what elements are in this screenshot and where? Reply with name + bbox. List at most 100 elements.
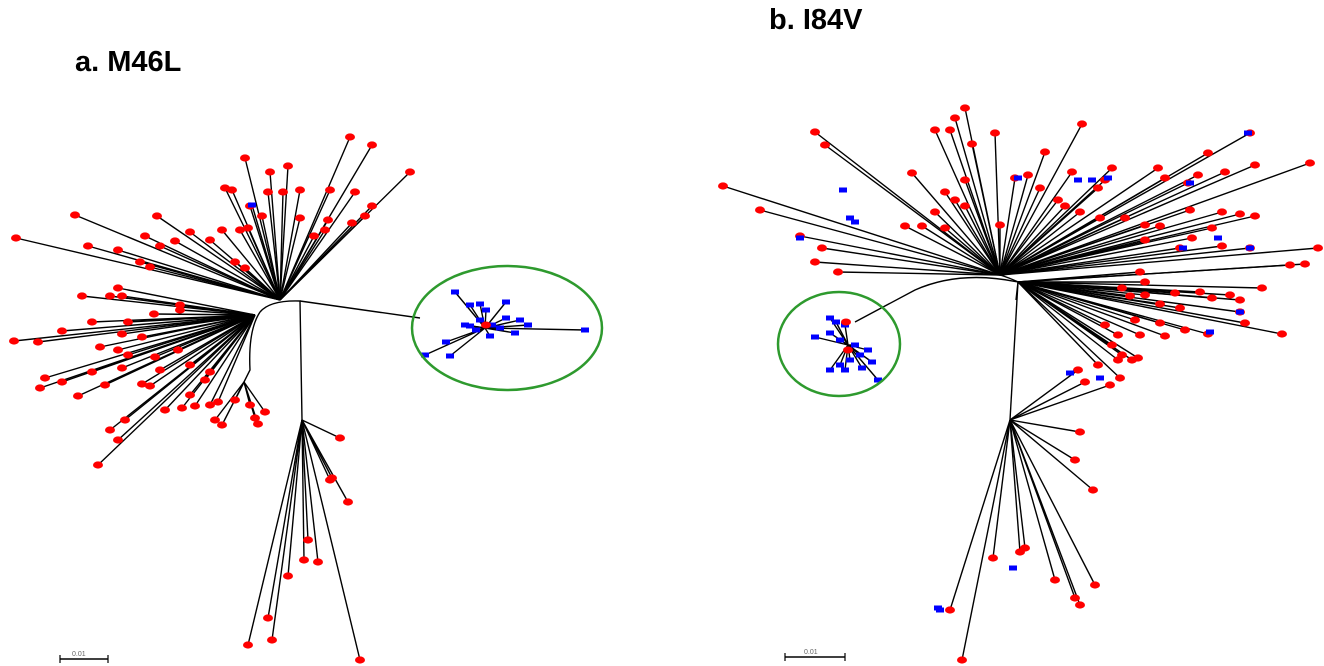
a-left-branch [149, 314, 256, 387]
b-upper-branch [999, 224, 1146, 276]
b-upper-branch [814, 261, 1001, 276]
a-red-taxon [345, 133, 355, 141]
b-red-taxon [1207, 224, 1217, 232]
b-blue-taxon [1096, 375, 1104, 381]
a-red-taxon [267, 636, 277, 644]
b-upper-branch [999, 211, 1081, 276]
a-upper-branch [224, 187, 281, 301]
b-right-branch [1017, 281, 1141, 336]
b-red-taxon [1125, 292, 1135, 300]
tree-panel-b [718, 104, 1323, 664]
a-red-taxon [217, 226, 227, 234]
panel-a-title: a. M46L [75, 46, 182, 78]
b-red-taxon [945, 606, 955, 614]
b-upper-branch [911, 172, 1001, 276]
b-red-taxon [1160, 174, 1170, 182]
b-red-taxon [1117, 284, 1127, 292]
a-blue-taxon [476, 301, 484, 307]
a-blue-taxon [486, 333, 494, 339]
a-red-taxon [113, 436, 123, 444]
a-red-taxon [155, 242, 165, 250]
b-upper-branch [821, 247, 1001, 276]
a-red-taxon [200, 376, 210, 384]
b-red-taxon [930, 208, 940, 216]
a-red-taxon [73, 392, 83, 400]
a-red-taxon [137, 380, 147, 388]
a-lower-branch [301, 419, 349, 503]
b-upper-branch [944, 191, 1001, 276]
b-red-taxon [1090, 581, 1100, 589]
scale-bar-b-label: 0.01 [804, 649, 818, 656]
a-red-taxon [70, 211, 80, 219]
b-red-taxon [1155, 319, 1165, 327]
b-red-taxon [1067, 168, 1077, 176]
b-red-taxon [1193, 171, 1203, 179]
b-right-branch [1017, 281, 1121, 379]
b-upper-branch [814, 131, 1001, 276]
a-blue-taxon [461, 322, 469, 328]
b-upper-branch [999, 187, 1041, 276]
a-red-taxon [145, 263, 155, 271]
b-red-taxon [1153, 164, 1163, 172]
a-blue-taxon [496, 325, 504, 331]
b-upper-branch [824, 144, 1001, 276]
b-upper-branch [999, 167, 1159, 276]
b-upper-branch [759, 209, 1001, 276]
a-red-taxon [185, 391, 195, 399]
b-lower-branch [1009, 419, 1026, 549]
a-cluster-branch [449, 327, 486, 357]
b-lower-branch [1009, 419, 1081, 606]
b-blue-taxon [1246, 245, 1254, 251]
b-upper-branch [934, 211, 1001, 276]
a-red-taxon [152, 212, 162, 220]
a-red-taxon [299, 556, 309, 564]
a-lower-branch [301, 419, 361, 661]
b-red-taxon [1107, 341, 1117, 349]
a-lower-branch [301, 419, 305, 561]
b-red-taxon [900, 222, 910, 230]
a-red-taxon [367, 202, 377, 210]
a-red-taxon [93, 461, 103, 469]
a-mid-branch [214, 381, 245, 421]
a-red-taxon [343, 498, 353, 506]
b-red-taxon [1187, 234, 1197, 242]
b-red-taxon [1093, 361, 1103, 369]
b-red-taxon [1060, 202, 1070, 210]
a-left-branch [179, 304, 256, 316]
a-red-taxon [113, 284, 123, 292]
b-lower-branch [1009, 419, 1056, 581]
a-upper-branch [267, 191, 281, 301]
b-lower-branch [1009, 369, 1079, 421]
b-upper-branch [999, 171, 1073, 276]
a-red-taxon [481, 321, 491, 329]
a-left-branch [109, 314, 256, 431]
b-red-taxon [1115, 374, 1125, 382]
b-red-taxon [1277, 330, 1287, 338]
b-red-taxon [960, 176, 970, 184]
a-red-taxon [135, 258, 145, 266]
a-red-taxon [145, 382, 155, 390]
b-red-taxon [1305, 159, 1315, 167]
b-red-taxon [1080, 378, 1090, 386]
a-blue-taxon [511, 330, 519, 336]
b-lower-branch [1009, 381, 1086, 421]
a-red-taxon [405, 168, 415, 176]
b-upper-branch [999, 187, 1099, 276]
a-left-branch [117, 287, 256, 316]
b-upper-branch [799, 235, 1001, 276]
a-upper-branch [279, 191, 284, 301]
a-red-taxon [350, 188, 360, 196]
b-blue-taxon [846, 215, 854, 221]
b-blue-taxon [1009, 565, 1017, 571]
a-red-taxon [83, 242, 93, 250]
a-blue-taxon [581, 327, 589, 333]
b-red-taxon [1240, 319, 1250, 327]
a-blue-taxon [472, 327, 480, 333]
b-blue-taxon [1014, 175, 1022, 181]
a-red-taxon [9, 337, 19, 345]
a-red-taxon [123, 318, 133, 326]
cluster-stem-b [854, 276, 1019, 323]
a-upper-branch [239, 229, 281, 301]
b-red-taxon [1070, 456, 1080, 464]
b-red-taxon [1113, 356, 1123, 364]
